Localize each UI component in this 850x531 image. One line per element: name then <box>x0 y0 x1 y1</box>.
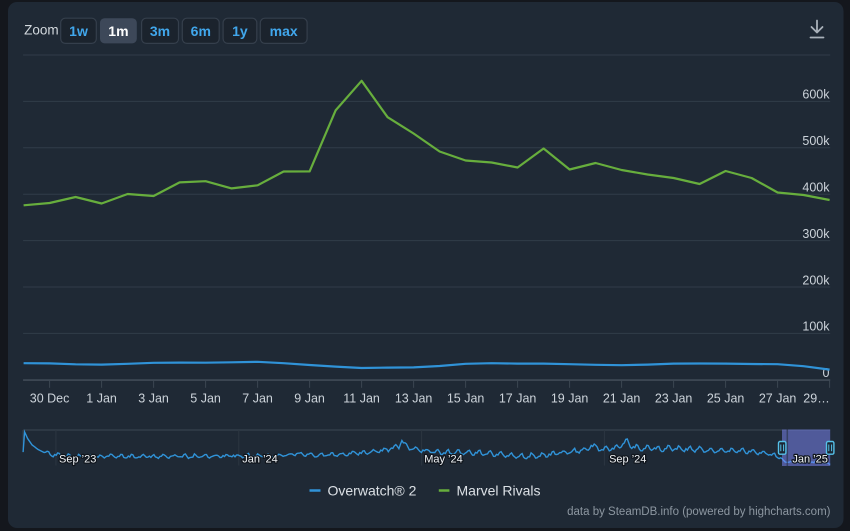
svg-text:May ’24: May ’24 <box>424 454 463 466</box>
svg-text:25 Jan: 25 Jan <box>707 391 745 405</box>
svg-text:15 Jan: 15 Jan <box>447 391 485 405</box>
svg-text:Jan ’24: Jan ’24 <box>242 454 277 466</box>
svg-text:200k: 200k <box>802 273 830 287</box>
svg-text:7 Jan: 7 Jan <box>242 391 273 405</box>
svg-text:500k: 500k <box>802 134 830 148</box>
svg-text:600k: 600k <box>802 88 830 102</box>
svg-text:0: 0 <box>823 366 830 380</box>
svg-text:100k: 100k <box>802 320 830 334</box>
svg-text:29…: 29… <box>803 391 829 405</box>
svg-text:400k: 400k <box>802 181 830 195</box>
svg-text:1m: 1m <box>108 23 128 39</box>
svg-text:27 Jan: 27 Jan <box>759 391 797 405</box>
svg-text:17 Jan: 17 Jan <box>499 391 537 405</box>
svg-text:Zoom: Zoom <box>24 22 59 37</box>
svg-text:6m: 6m <box>191 23 211 39</box>
svg-text:max: max <box>270 23 298 39</box>
svg-text:23 Jan: 23 Jan <box>655 391 693 405</box>
svg-text:21 Jan: 21 Jan <box>603 391 641 405</box>
svg-text:Overwatch® 2: Overwatch® 2 <box>328 483 417 499</box>
svg-text:data by SteamDB.info (powered: data by SteamDB.info (powered by highcha… <box>567 506 831 518</box>
svg-text:300k: 300k <box>802 227 830 241</box>
svg-text:Sep ’23: Sep ’23 <box>59 454 96 466</box>
svg-text:11 Jan: 11 Jan <box>343 391 380 405</box>
svg-text:5 Jan: 5 Jan <box>190 391 221 405</box>
svg-text:Marvel Rivals: Marvel Rivals <box>457 483 541 499</box>
svg-text:30 Dec: 30 Dec <box>30 391 70 405</box>
svg-text:19 Jan: 19 Jan <box>551 391 589 405</box>
svg-text:9 Jan: 9 Jan <box>294 391 325 405</box>
svg-text:1 Jan: 1 Jan <box>86 391 117 405</box>
svg-text:1w: 1w <box>69 23 88 39</box>
svg-text:3m: 3m <box>150 23 170 39</box>
svg-text:13 Jan: 13 Jan <box>395 391 433 405</box>
svg-text:3 Jan: 3 Jan <box>138 391 169 405</box>
svg-text:Jan ’25: Jan ’25 <box>792 454 827 466</box>
svg-text:1y: 1y <box>232 23 248 39</box>
svg-text:Sep ’24: Sep ’24 <box>609 454 646 466</box>
